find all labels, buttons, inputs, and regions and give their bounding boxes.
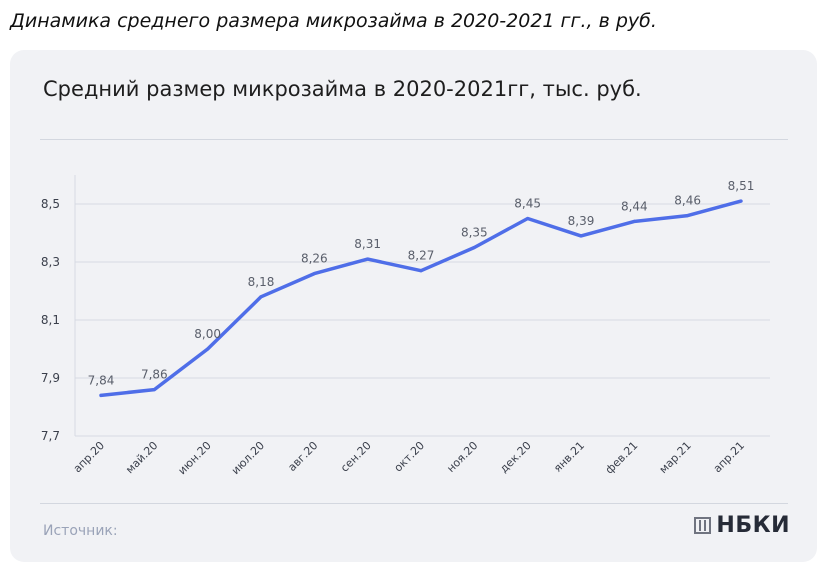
nbki-logo: НБКИ [694, 513, 790, 538]
data-label: 8,51 [728, 179, 755, 193]
data-label: 8,46 [674, 194, 701, 208]
data-point [472, 246, 476, 249]
x-tick-label: авг.20 [285, 439, 320, 474]
x-tick-label: апр.21 [711, 439, 747, 475]
nbki-logo-mark-icon [694, 517, 712, 534]
y-tick-label: 7,9 [41, 371, 60, 385]
x-tick-label: июн.20 [176, 439, 214, 477]
x-tick-label: сен.20 [338, 439, 374, 475]
data-point [366, 257, 370, 261]
data-point [526, 217, 530, 220]
y-tick-label: 8,5 [41, 197, 60, 211]
data-point [152, 388, 156, 392]
chart-title: Средний размер микрозайма в 2020-2021гг,… [43, 77, 642, 101]
data-point [632, 219, 636, 223]
data-point [259, 295, 263, 299]
x-tick-label: фев.21 [603, 439, 641, 477]
data-label: 7,84 [88, 373, 115, 387]
chart-card: Средний размер микрозайма в 2020-2021гг,… [10, 50, 817, 562]
line-chart: 7,7 7,9 8,1 8,3 8,5 7,84 7,86 8,00 8,18 8,26 8,31 8… [41, 175, 770, 477]
data-label: 8,27 [408, 249, 435, 263]
data-point [686, 214, 690, 218]
data-point [419, 269, 423, 273]
y-tick-label: 8,1 [41, 313, 60, 327]
x-tick-label: май.20 [123, 439, 160, 476]
data-label: 8,44 [621, 199, 648, 213]
source-label: Источник: [43, 523, 118, 539]
data-label: 8,35 [461, 226, 488, 240]
x-tick-label: мар.21 [657, 439, 694, 476]
data-label: 7,86 [141, 368, 168, 382]
data-label: 8,31 [354, 237, 381, 251]
data-point [206, 347, 210, 351]
x-tick-label: апр.20 [71, 439, 107, 475]
data-label: 8,00 [194, 327, 221, 341]
x-tick-label: июл.20 [229, 439, 267, 477]
x-tick-label: ноя.20 [444, 439, 480, 475]
x-tick-label: дек.20 [497, 439, 533, 475]
footer-divider [40, 503, 788, 504]
x-tick-label: окт.20 [392, 439, 428, 475]
y-tick-label: 8,3 [41, 255, 60, 269]
y-tick-label: 7,7 [41, 429, 60, 443]
data-point [312, 272, 316, 276]
data-point [99, 393, 103, 397]
series-line [99, 199, 743, 398]
x-tick-label: янв.21 [551, 439, 587, 475]
data-label: 8,18 [248, 275, 275, 289]
nbki-logo-text: НБКИ [716, 513, 790, 538]
data-point [579, 234, 583, 238]
page-heading: Динамика среднего размера микрозайма в 2… [10, 10, 657, 32]
data-label: 8,39 [568, 214, 595, 228]
data-point [739, 199, 743, 203]
data-label: 8,45 [514, 197, 541, 211]
title-divider [40, 139, 788, 140]
data-label: 8,26 [301, 252, 328, 266]
